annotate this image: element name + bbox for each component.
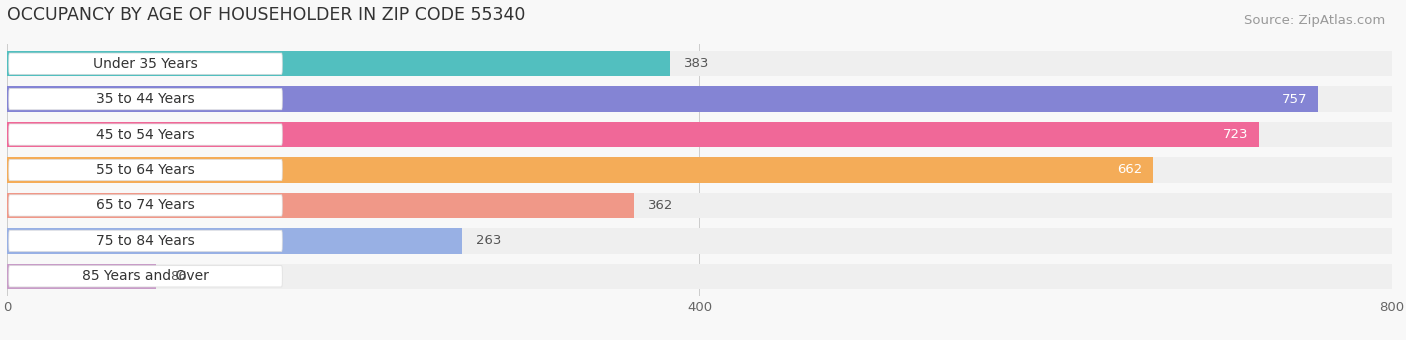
Text: Source: ZipAtlas.com: Source: ZipAtlas.com xyxy=(1244,14,1385,27)
Text: 263: 263 xyxy=(477,234,502,248)
Text: 383: 383 xyxy=(683,57,709,70)
Bar xyxy=(7,51,1392,76)
FancyBboxPatch shape xyxy=(8,195,283,216)
Bar xyxy=(7,157,1392,183)
FancyBboxPatch shape xyxy=(8,230,283,252)
Text: 662: 662 xyxy=(1118,164,1143,176)
Bar xyxy=(7,193,634,218)
FancyBboxPatch shape xyxy=(8,53,283,74)
Text: 86: 86 xyxy=(170,270,187,283)
Text: 55 to 64 Years: 55 to 64 Years xyxy=(96,163,195,177)
Text: 45 to 54 Years: 45 to 54 Years xyxy=(96,128,195,141)
Text: OCCUPANCY BY AGE OF HOUSEHOLDER IN ZIP CODE 55340: OCCUPANCY BY AGE OF HOUSEHOLDER IN ZIP C… xyxy=(7,6,526,24)
FancyBboxPatch shape xyxy=(8,266,283,287)
Text: 65 to 74 Years: 65 to 74 Years xyxy=(96,199,195,212)
Text: 75 to 84 Years: 75 to 84 Years xyxy=(96,234,195,248)
Bar xyxy=(7,228,1392,254)
Bar xyxy=(7,264,156,289)
Bar xyxy=(7,51,671,76)
FancyBboxPatch shape xyxy=(8,159,283,181)
FancyBboxPatch shape xyxy=(8,88,283,110)
Bar xyxy=(7,228,463,254)
Bar xyxy=(7,86,1392,112)
Text: 757: 757 xyxy=(1282,92,1308,106)
Bar xyxy=(7,264,1392,289)
Bar xyxy=(7,193,1392,218)
Bar xyxy=(7,86,1317,112)
Text: Under 35 Years: Under 35 Years xyxy=(93,57,198,71)
Text: 35 to 44 Years: 35 to 44 Years xyxy=(96,92,195,106)
Text: 723: 723 xyxy=(1223,128,1249,141)
Bar xyxy=(7,157,1153,183)
FancyBboxPatch shape xyxy=(8,124,283,145)
Bar xyxy=(7,122,1392,147)
Text: 85 Years and Over: 85 Years and Over xyxy=(82,269,209,283)
Bar xyxy=(7,122,1258,147)
Text: 362: 362 xyxy=(648,199,673,212)
